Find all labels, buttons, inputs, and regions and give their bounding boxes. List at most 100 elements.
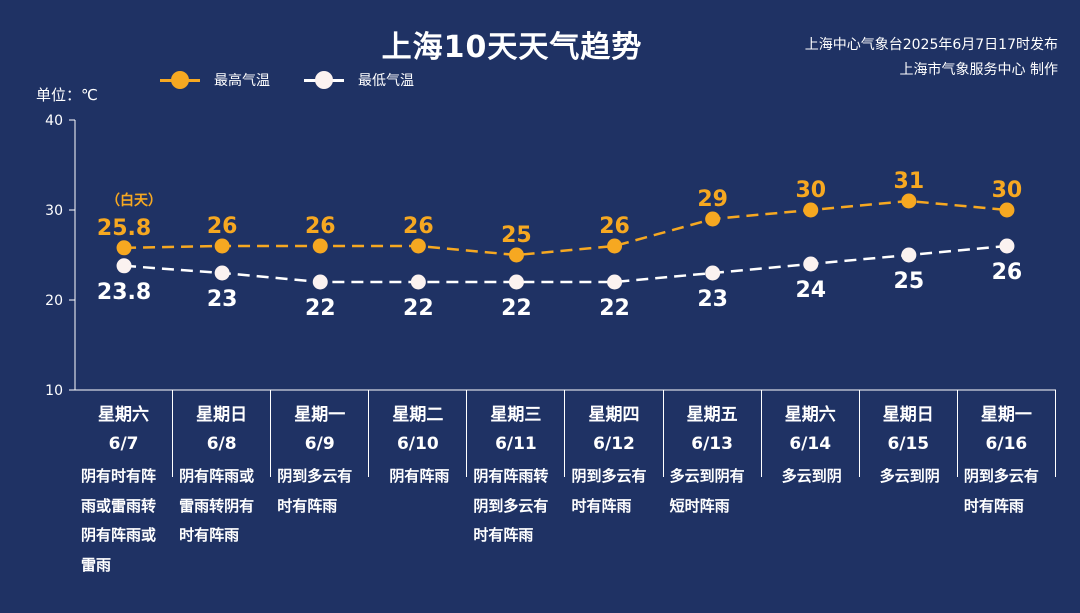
low-temp-label: 23 [207, 287, 238, 312]
low-temp-label: 22 [599, 296, 630, 321]
day-header: 星期一 6/16 [958, 390, 1056, 477]
weekday-label: 星期六 [784, 405, 836, 425]
date-label: 6/7 [108, 434, 139, 454]
weekday-label: 星期五 [686, 405, 738, 425]
day-header-row: 星期六 6/7 星期日 6/8 星期一 6/9 星期二 6/10 星期三 6/11 星期四 6/12 星… [75, 390, 1056, 477]
high-temp-point [312, 238, 328, 254]
weather-description: 阴有时有阵雨或雷雨转阴有阵雨或雷雨 [81, 467, 157, 574]
high-temp-label: 26 [599, 214, 630, 239]
weekday-label: 星期四 [588, 405, 640, 425]
low-temp-label: 23.8 [97, 280, 151, 305]
low-temp-label: 22 [501, 296, 532, 321]
high-temp-point [410, 238, 426, 254]
weekday-label: 星期日 [882, 405, 934, 425]
low-temp-point [607, 274, 623, 290]
weather-description: 多云到阴 [879, 467, 940, 485]
y-axis-unit: 单位：℃ [36, 86, 98, 104]
low-temp-point [410, 274, 426, 290]
source-line-1: 上海中心气象台2025年6月7日17时发布 [804, 37, 1058, 53]
weekday-label: 星期一 [980, 405, 1032, 425]
date-label: 6/14 [789, 434, 832, 454]
weekday-label: 星期三 [490, 405, 542, 425]
low-temp-label: 22 [305, 296, 336, 321]
weekday-label: 星期二 [392, 405, 444, 425]
high-temp-label: 26 [207, 214, 238, 239]
low-temp-label: 24 [795, 278, 826, 303]
date-label: 6/15 [887, 434, 930, 454]
high-temp-point [901, 193, 917, 209]
low-temp-point [312, 274, 328, 290]
high-temp-label: 25.8 [97, 216, 151, 241]
source-info: 上海中心气象台2025年6月7日17时发布 上海市气象服务中心 制作 [805, 33, 1058, 83]
low-temp-point [508, 274, 524, 290]
low-temp-label: 22 [403, 296, 434, 321]
weather-description: 多云到阴有短时阵雨 [669, 467, 745, 515]
high-temp-label: 30 [992, 178, 1023, 203]
date-label: 6/9 [304, 434, 335, 454]
legend-low-marker-icon [304, 70, 344, 90]
legend-high-marker-icon [160, 70, 200, 90]
day-header: 星期二 6/10 [369, 390, 468, 477]
high-temp-label: 25 [501, 223, 532, 248]
high-temp-point [214, 238, 230, 254]
high-temp-point [999, 202, 1015, 218]
high-temp-point [705, 211, 721, 227]
low-temp-label: 26 [992, 260, 1023, 285]
low-temp-point [901, 247, 917, 263]
day-header: 星期六 6/14 [762, 390, 860, 477]
high-temp-label: 26 [403, 214, 434, 239]
legend-low-label: 最低气温 [358, 73, 414, 89]
low-temp-label: 25 [894, 269, 925, 294]
day-header: 星期六 6/7 [75, 390, 174, 477]
date-label: 6/10 [396, 434, 439, 454]
y-tick-label: 10 [45, 383, 63, 399]
y-tick-label: 30 [45, 203, 63, 219]
low-temp-point [999, 238, 1015, 254]
low-temp-point [214, 265, 230, 281]
weather-description: 多云到阴 [781, 467, 842, 485]
y-tick-label: 20 [45, 293, 63, 309]
weekday-label: 星期日 [196, 405, 248, 425]
date-label: 6/11 [495, 434, 537, 454]
weather-description: 阴到多云有时有阵雨 [277, 467, 353, 515]
high-temp-label: 30 [795, 178, 826, 203]
day-header: 星期日 6/15 [860, 390, 958, 477]
high-temp-point [607, 238, 623, 254]
day-header: 星期日 6/8 [173, 390, 272, 477]
date-label: 6/13 [691, 434, 733, 454]
high-temp-point [803, 202, 819, 218]
low-temp-point [803, 256, 819, 272]
legend-item-high: 最高气温 [160, 70, 270, 90]
day-header: 星期三 6/11 [467, 390, 566, 477]
weather-description: 阴到多云有时有阵雨 [963, 467, 1039, 515]
day-header: 星期五 6/13 [664, 390, 762, 477]
weekday-label: 星期六 [98, 405, 150, 425]
date-label: 6/8 [206, 434, 237, 454]
weather-description-row: 阴有时有阵雨或雷雨转阴有阵雨或雷雨 阴有阵雨或雷雨转阴有时有阵雨 阴到多云有时有阵雨… [75, 462, 1056, 580]
high-temp-point [508, 247, 524, 263]
date-label: 6/12 [593, 434, 635, 454]
source-line-2: 上海市气象服务中心 制作 [899, 62, 1058, 78]
daytime-note: （白天） [106, 192, 162, 209]
high-temp-label: 31 [894, 169, 925, 194]
weather-description: 阴到多云有时有阵雨 [571, 467, 647, 515]
low-temp-label: 23 [697, 287, 728, 312]
legend-item-low: 最低气温 [304, 70, 414, 90]
day-header: 星期四 6/12 [565, 390, 664, 477]
day-header: 星期一 6/9 [271, 390, 370, 477]
weather-description: 阴有阵雨或雷雨转阴有时有阵雨 [179, 467, 255, 544]
high-temp-label: 29 [697, 187, 728, 212]
date-label: 6/16 [985, 434, 1028, 454]
legend-high-label: 最高气温 [214, 73, 270, 89]
high-temp-label: 26 [305, 214, 336, 239]
weather-description: 阴有阵雨转阴到多云有时有阵雨 [473, 467, 549, 544]
chart-title: 上海10天天气趋势 [381, 30, 643, 65]
high-temp-line [124, 199, 1008, 257]
low-temp-line [123, 244, 1008, 284]
y-tick-label: 40 [45, 113, 63, 129]
weather-description: 阴有阵雨 [389, 467, 450, 485]
weekday-label: 星期一 [294, 405, 346, 425]
low-temp-point [116, 258, 132, 274]
legend: 最高气温 最低气温 [160, 70, 448, 90]
